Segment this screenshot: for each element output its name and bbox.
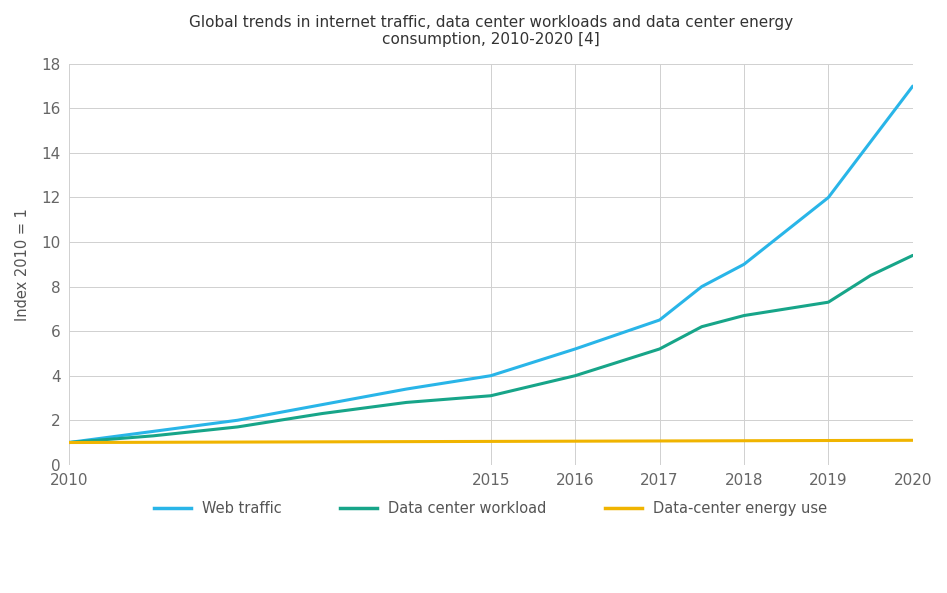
Y-axis label: Index 2010 = 1: Index 2010 = 1 bbox=[15, 208, 30, 321]
Legend: Web traffic, Data center workload, Data-center energy use: Web traffic, Data center workload, Data-… bbox=[149, 495, 833, 522]
Title: Global trends in internet traffic, data center workloads and data center energy
: Global trends in internet traffic, data … bbox=[188, 15, 793, 47]
